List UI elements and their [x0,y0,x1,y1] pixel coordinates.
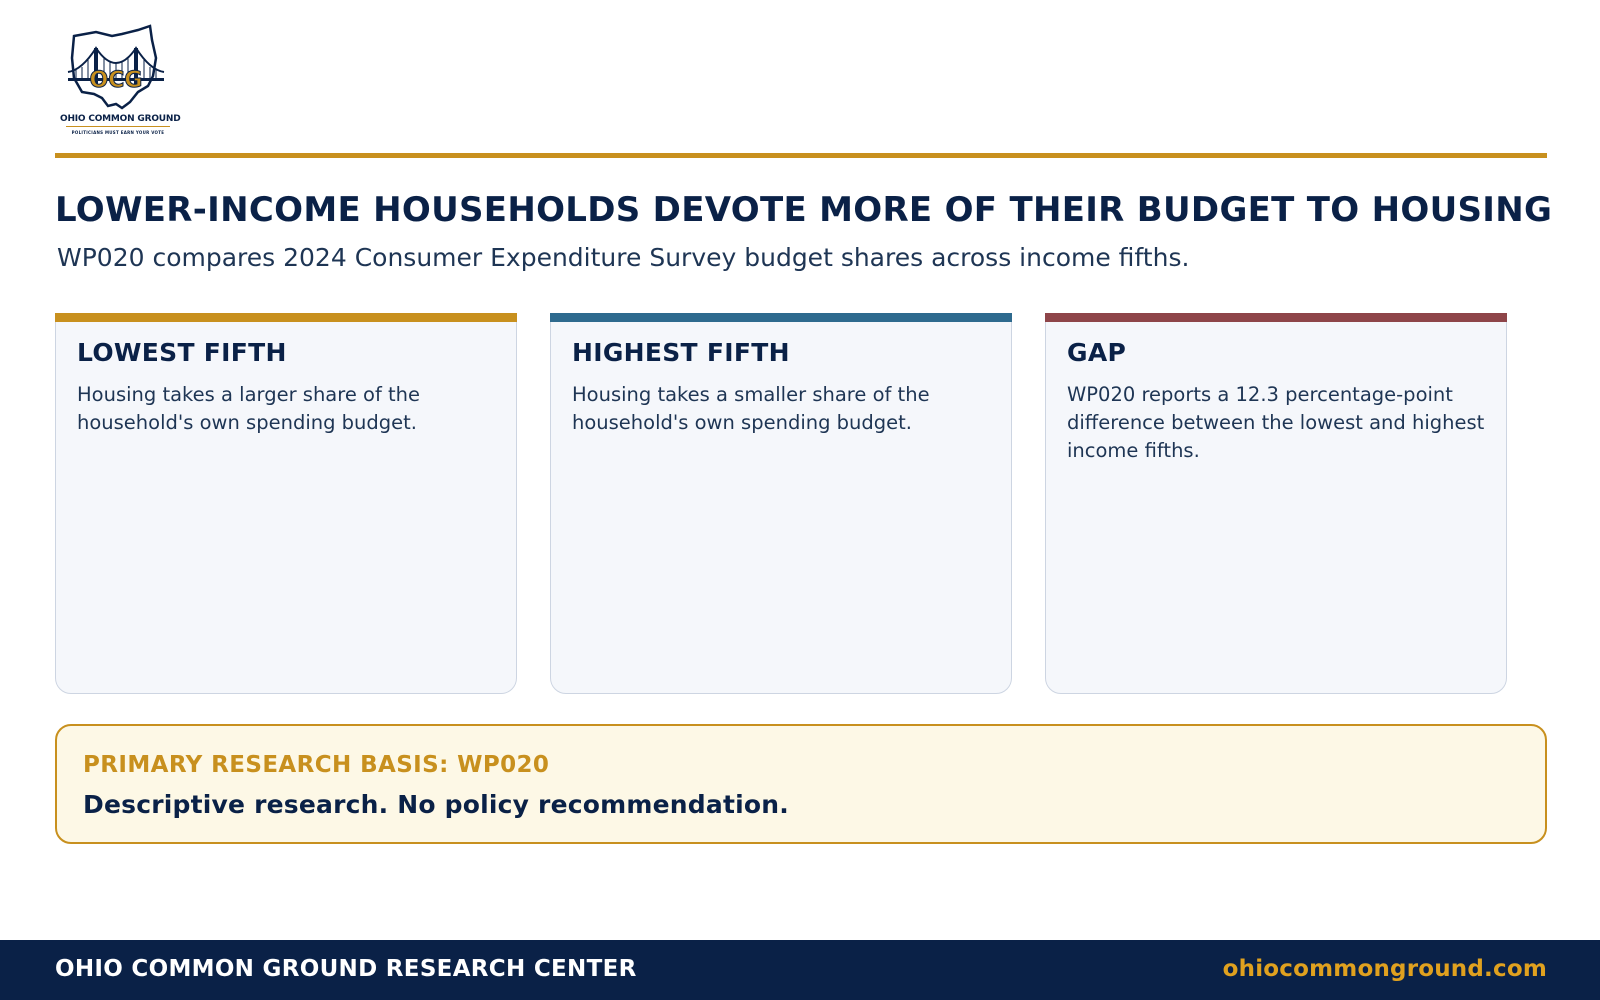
card-body: Housing takes a larger share of the hous… [77,383,421,434]
research-basis-text: Descriptive research. No policy recommen… [83,790,789,819]
logo-divider [66,126,170,127]
header-divider [55,153,1547,158]
page-subtitle: WP020 compares 2024 Consumer Expenditure… [57,243,1190,272]
card-title: GAP [1067,338,1127,367]
logo-name: OHIO COMMON GROUND [60,114,181,124]
ohio-common-ground-logo: OCG OHIO COMMON GROUND POLITICIANS MUST … [60,22,181,140]
card-gap: GAP WP020 reports a 12.3 percentage-poin… [1045,313,1507,694]
research-basis-label: PRIMARY RESEARCH BASIS: WP020 [83,752,550,778]
research-basis-callout: PRIMARY RESEARCH BASIS: WP020 Descriptiv… [55,724,1547,844]
footer-organization: OHIO COMMON GROUND RESEARCH CENTER [55,956,637,982]
footer: OHIO COMMON GROUND RESEARCH CENTER ohioc… [0,940,1600,1000]
footer-website-link[interactable]: ohiocommonground.com [1222,956,1547,982]
card-accent-bar [550,313,1012,322]
logo-tagline: POLITICIANS MUST EARN YOUR VOTE [71,130,165,135]
card-body: WP020 reports a 12.3 percentage-point di… [1067,383,1485,462]
card-highest-fifth: HIGHEST FIFTH Housing takes a smaller sh… [550,313,1012,694]
card-title: HIGHEST FIFTH [572,338,790,367]
svg-text:OCG: OCG [90,68,143,93]
ohio-bridge-emblem-icon: OCG [67,24,165,110]
card-accent-bar [55,313,517,322]
card-body: Housing takes a smaller share of the hou… [572,383,930,434]
card-title: LOWEST FIFTH [77,338,287,367]
card-accent-bar [1045,313,1507,322]
page-title: LOWER-INCOME HOUSEHOLDS DEVOTE MORE OF T… [55,190,1553,230]
card-lowest-fifth: LOWEST FIFTH Housing takes a larger shar… [55,313,517,694]
